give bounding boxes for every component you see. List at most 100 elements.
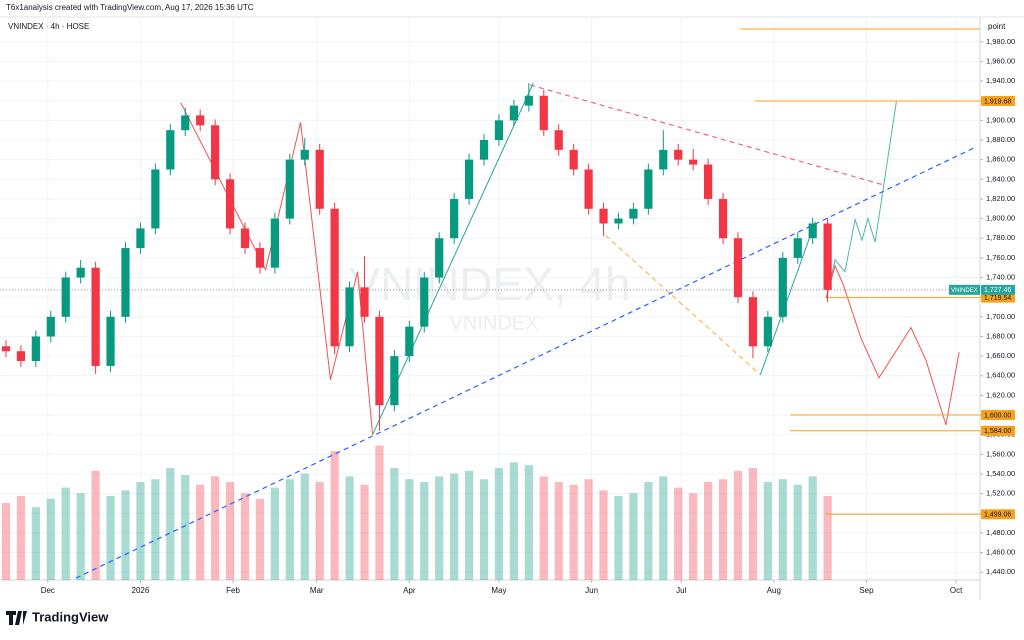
volume-bar bbox=[435, 476, 444, 580]
level-label-bg bbox=[981, 425, 1015, 436]
volume-bar bbox=[121, 490, 130, 580]
volume-bar bbox=[360, 484, 369, 580]
credit: T6x1analysis created with TradingView.co… bbox=[6, 3, 254, 12]
level-label: 1,584.00 bbox=[984, 428, 1011, 435]
candle-body bbox=[644, 169, 653, 209]
y-tick-label: 1,860.00 bbox=[986, 155, 1015, 164]
x-tick-label: 2026 bbox=[132, 586, 150, 595]
candle-body bbox=[539, 95, 548, 131]
volume-bar bbox=[554, 482, 563, 580]
volume-bar bbox=[300, 473, 309, 580]
last-price-label-bg bbox=[981, 284, 1015, 295]
y-tick-label: 1,900.00 bbox=[986, 115, 1015, 124]
level-label: 1,600.00 bbox=[984, 412, 1011, 419]
volume-bar bbox=[136, 482, 145, 580]
candle-body bbox=[345, 287, 354, 347]
last-price-label: 1,727.46 bbox=[984, 287, 1011, 294]
volume-bar bbox=[509, 462, 519, 580]
volume-bar bbox=[464, 470, 474, 580]
candle-body bbox=[435, 238, 444, 278]
candle-body bbox=[91, 267, 100, 366]
volume-bar bbox=[46, 498, 55, 580]
level-label: 1,719.54 bbox=[984, 295, 1011, 302]
volume-bar bbox=[689, 493, 698, 580]
symbol-title: VNINDEX · 4h · HOSE bbox=[8, 22, 89, 31]
candle-body bbox=[479, 140, 489, 160]
candle-body bbox=[360, 287, 369, 317]
candle-body bbox=[211, 125, 220, 180]
candle-body bbox=[106, 316, 115, 366]
level-label-bg bbox=[981, 509, 1015, 520]
candle-body bbox=[569, 149, 578, 170]
level-label: 1,919.68 bbox=[984, 98, 1011, 105]
y-tick-label: 1,560.00 bbox=[986, 449, 1015, 458]
x-tick-label: Mar bbox=[310, 586, 324, 595]
candle-body bbox=[225, 179, 235, 229]
x-tick-label: Jun bbox=[585, 586, 598, 595]
volume-bar bbox=[31, 507, 40, 580]
y-tick-label: 1,700.00 bbox=[986, 312, 1015, 321]
volume-bar bbox=[479, 479, 489, 580]
candle-body bbox=[778, 257, 787, 317]
volume-bar bbox=[614, 496, 623, 580]
volume-bar bbox=[106, 496, 115, 580]
candle-body bbox=[31, 336, 40, 362]
volume-bar bbox=[345, 476, 354, 580]
candle-body bbox=[509, 105, 519, 121]
candle-body bbox=[718, 198, 728, 239]
last-price-name: VNINDEX bbox=[951, 288, 978, 294]
volume-bar bbox=[718, 479, 728, 580]
candle-body bbox=[704, 164, 713, 199]
volume-bar bbox=[584, 479, 593, 580]
x-tick-label: Feb bbox=[226, 586, 240, 595]
logo-mark bbox=[6, 611, 27, 625]
candle-body bbox=[121, 248, 130, 317]
trend-drawing bbox=[825, 101, 897, 299]
candle-body bbox=[524, 95, 533, 106]
trend-drawing bbox=[530, 84, 885, 186]
volume-bar bbox=[225, 482, 235, 580]
volume-bar bbox=[166, 468, 175, 580]
y-tick-label: 1,780.00 bbox=[986, 233, 1015, 242]
candle-body bbox=[61, 277, 70, 317]
level-label-bg bbox=[981, 96, 1015, 107]
volume-bar bbox=[808, 476, 817, 580]
volume-bar bbox=[76, 493, 85, 580]
volume-bar bbox=[211, 476, 220, 580]
x-tick-label: Apr bbox=[403, 586, 416, 595]
volume-bar bbox=[763, 482, 772, 580]
last-price-tag-bg bbox=[949, 284, 980, 295]
candle-body bbox=[196, 115, 205, 126]
volume-bar bbox=[778, 479, 787, 580]
candle-body bbox=[300, 149, 309, 160]
candle-body bbox=[46, 316, 55, 337]
volume-bar bbox=[196, 484, 205, 580]
y-tick-label: 1,460.00 bbox=[986, 548, 1015, 557]
trend-drawing bbox=[75, 147, 975, 579]
candle-body bbox=[76, 267, 85, 278]
candles-layer bbox=[1, 83, 832, 431]
volume-bar bbox=[240, 493, 250, 580]
volume-bar bbox=[151, 479, 160, 580]
y-tick-label: 1,760.00 bbox=[986, 253, 1015, 262]
volume-bar bbox=[450, 473, 459, 580]
candle-body bbox=[674, 149, 683, 160]
candle-body bbox=[464, 159, 474, 199]
y-tick-label: 1,840.00 bbox=[986, 174, 1015, 183]
candle-body bbox=[181, 115, 190, 131]
trend-drawing bbox=[759, 221, 816, 375]
drawings-layer bbox=[0, 28, 980, 579]
y-tick-label: 1,880.00 bbox=[986, 135, 1015, 144]
candle-body bbox=[166, 130, 175, 170]
volume-bar bbox=[375, 445, 384, 580]
trend-drawing bbox=[372, 82, 534, 435]
candle-body bbox=[375, 316, 384, 406]
candle-body bbox=[450, 198, 459, 239]
y-tick-label: 1,680.00 bbox=[986, 331, 1015, 340]
volume-bar bbox=[1, 503, 11, 580]
x-tick-label: Aug bbox=[767, 586, 781, 595]
candle-body bbox=[494, 120, 504, 141]
candle-body bbox=[733, 238, 743, 298]
